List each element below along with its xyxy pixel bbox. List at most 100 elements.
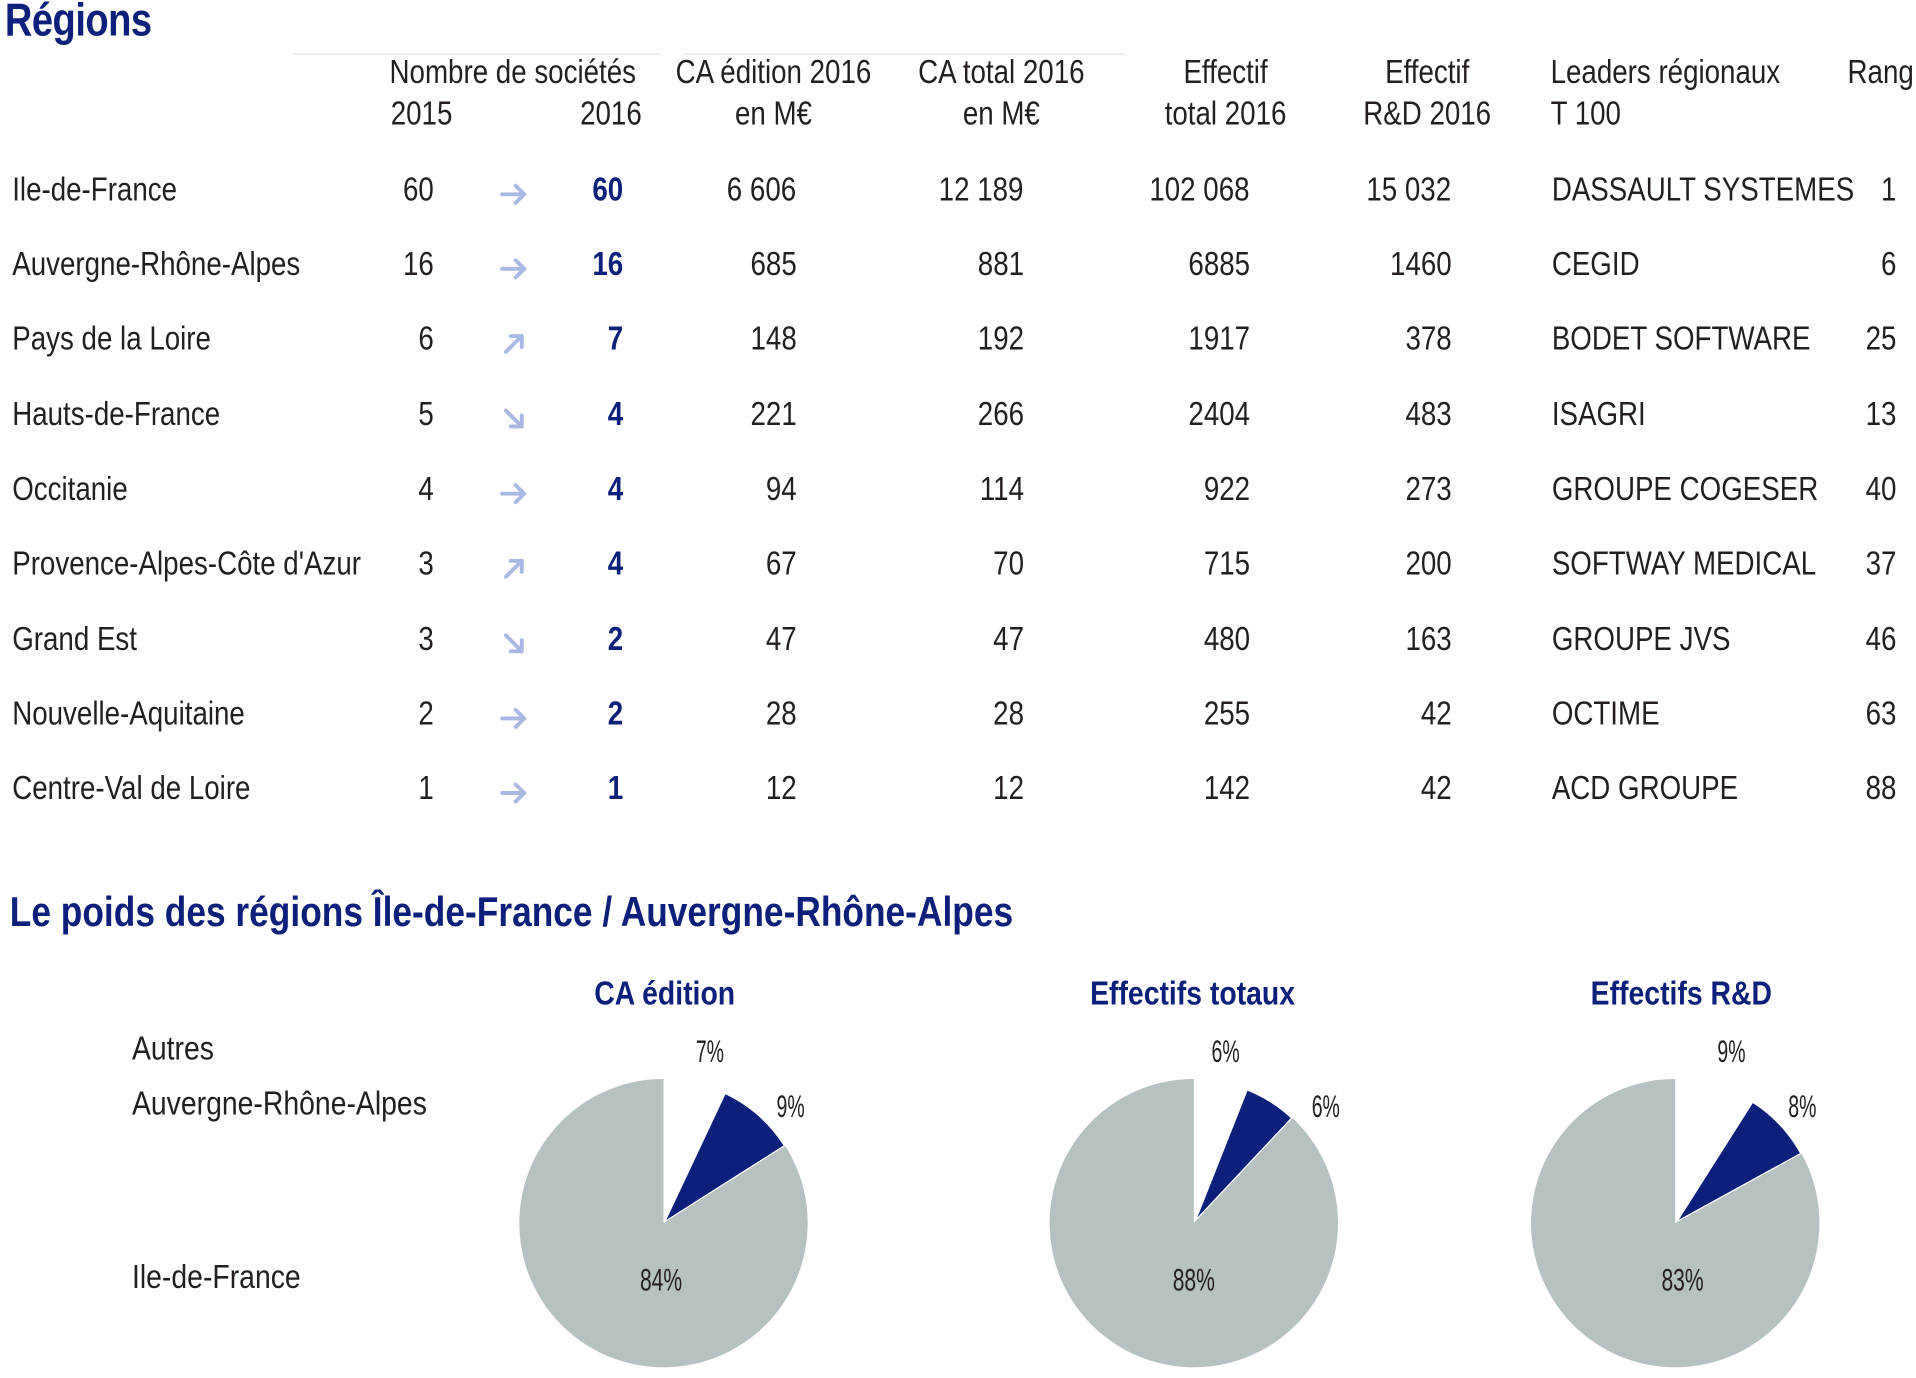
cell-effectif-rd: 273 [1405, 470, 1452, 508]
cell-leader: ACD GROUPE [1551, 769, 1739, 807]
legend-autres: Autres [131, 1030, 214, 1067]
cell-effectif-rd: 200 [1405, 544, 1452, 582]
cell-effectif-total: 480 [1203, 620, 1251, 658]
cell-ca-edition: 12 [765, 769, 797, 807]
page-title: Régions [4, 0, 152, 47]
pie-label: 83% [1661, 1261, 1703, 1297]
cell-ca-total: 192 [977, 320, 1024, 357]
cell-count-2016: 2 [607, 620, 624, 658]
cell-effectif-rd: 483 [1405, 395, 1452, 433]
cell-count-2016: 1 [607, 769, 624, 807]
header-divider [684, 53, 1125, 55]
pie-label: 88% [1173, 1261, 1215, 1297]
pie-label: 6% [1212, 1033, 1240, 1069]
cell-region: Pays de la Loire [12, 320, 211, 357]
cell-rang: 6 [1880, 245, 1897, 283]
cell-count-2016: 4 [607, 395, 624, 433]
cell-leader: GROUPE JVS [1551, 620, 1731, 658]
cell-leader: BODET SOFTWARE [1551, 320, 1811, 357]
cell-effectif-rd: 378 [1405, 320, 1452, 357]
cell-region: Grand Est [12, 620, 137, 658]
pie-label: 6% [1312, 1088, 1340, 1124]
cell-count-2015: 3 [418, 544, 434, 582]
cell-count-2015: 1 [418, 769, 434, 807]
header-rang: Rang [1847, 53, 1914, 91]
pie-title-ca-edition: CA édition [594, 975, 736, 1012]
pie-slice-auvergne-rh-ne-alpes [1192, 1087, 1295, 1224]
cell-count-2015: 2 [418, 695, 434, 732]
arrow-down-right-icon [499, 403, 531, 441]
cell-region: Centre-Val de Loire [12, 769, 251, 807]
cell-count-2016: 2 [607, 695, 624, 732]
cell-ca-edition: 67 [765, 544, 797, 582]
cell-count-2016: 7 [607, 320, 624, 357]
cell-count-2015: 3 [418, 620, 434, 658]
cell-leader: OCTIME [1551, 695, 1660, 732]
cell-rang: 37 [1865, 544, 1897, 582]
header-leaders: Leaders régionaux [1550, 53, 1781, 91]
cell-effectif-total: 715 [1203, 544, 1251, 582]
header-2016: 2016 [580, 95, 642, 132]
cell-ca-edition: 28 [765, 695, 797, 732]
cell-effectif-rd: 42 [1420, 769, 1452, 807]
header-leaders-2: T 100 [1550, 95, 1621, 132]
cell-count-2016: 16 [592, 245, 624, 283]
cell-count-2016: 4 [607, 544, 624, 582]
cell-rang: 40 [1865, 470, 1897, 508]
cell-region: Ile-de-France [12, 171, 178, 208]
cell-region: Provence-Alpes-Côte d'Azur [12, 544, 362, 582]
cell-effectif-total: 142 [1203, 769, 1251, 807]
cell-effectif-rd: 163 [1405, 620, 1452, 658]
cell-ca-total: 12 189 [939, 171, 1024, 208]
cell-ca-total: 70 [993, 544, 1024, 582]
arrow-right-icon [499, 178, 531, 216]
header-divider [293, 53, 660, 55]
cell-ca-total: 12 [993, 769, 1024, 807]
pie-effectifs-totaux: 6% 6% 88% [1049, 1033, 1340, 1368]
cell-leader: DASSAULT SYSTEMES [1551, 171, 1855, 208]
cell-count-2016: 60 [592, 171, 624, 208]
cell-ca-total: 28 [993, 695, 1024, 732]
legend-auvergne-rhone-alpes: Auvergne-Rhône-Alpes [131, 1085, 427, 1122]
pie-slice-auvergne-rh-ne-alpes [1674, 1099, 1804, 1225]
pie-slice-auvergne-rh-ne-alpes [660, 1091, 787, 1227]
header-effectif-total-2: total 2016 [1164, 95, 1287, 132]
cell-ca-edition: 685 [750, 245, 797, 283]
arrow-up-right-icon [499, 327, 531, 365]
cell-rang: 63 [1865, 695, 1897, 732]
pie-slice-ile-de-france [1049, 1078, 1338, 1368]
cell-effectif-rd: 1460 [1389, 245, 1452, 283]
header-ca-total: CA total 2016 [918, 53, 1085, 91]
cell-effectif-total: 1917 [1188, 320, 1251, 357]
cell-effectif-total: 2404 [1188, 395, 1251, 433]
cell-ca-edition: 221 [750, 395, 797, 433]
pie-label: 84% [640, 1261, 682, 1297]
pie-label: 8% [1788, 1088, 1816, 1124]
pie-slice-ile-de-france [519, 1078, 808, 1368]
header-effectif-total: Effectif [1183, 53, 1268, 91]
cell-leader: GROUPE COGESER [1551, 470, 1819, 508]
cell-effectif-total: 102 068 [1149, 171, 1251, 208]
cell-count-2015: 6 [418, 320, 434, 357]
pie-title-effectifs-rd: Effectifs R&D [1590, 975, 1772, 1012]
header-effectif-rd-2: R&D 2016 [1363, 95, 1492, 132]
cell-ca-total: 266 [977, 395, 1024, 433]
pie-effectifs-rd: 9% 8% 83% [1531, 1033, 1820, 1368]
section-subtitle: Le poids des régions Île-de-France / Auv… [9, 889, 1014, 936]
pie-slice-autres [1674, 1077, 1755, 1228]
cell-count-2015: 60 [402, 171, 434, 208]
cell-effectif-total: 6885 [1188, 245, 1251, 283]
cell-region: Hauts-de-France [12, 395, 221, 433]
header-2015: 2015 [390, 95, 453, 132]
cell-leader: CEGID [1551, 245, 1640, 283]
cell-count-2015: 5 [418, 395, 434, 433]
arrow-down-right-icon [499, 628, 531, 666]
cell-ca-edition: 148 [750, 320, 797, 357]
cell-rang: 25 [1865, 320, 1897, 357]
arrow-up-right-icon [499, 552, 531, 590]
legend-ile-de-france: Ile-de-France [131, 1258, 301, 1296]
cell-ca-total: 114 [979, 470, 1024, 508]
cell-effectif-rd: 15 032 [1366, 171, 1452, 208]
pie-ca-edition: 7% 9% 84% [519, 1033, 808, 1368]
